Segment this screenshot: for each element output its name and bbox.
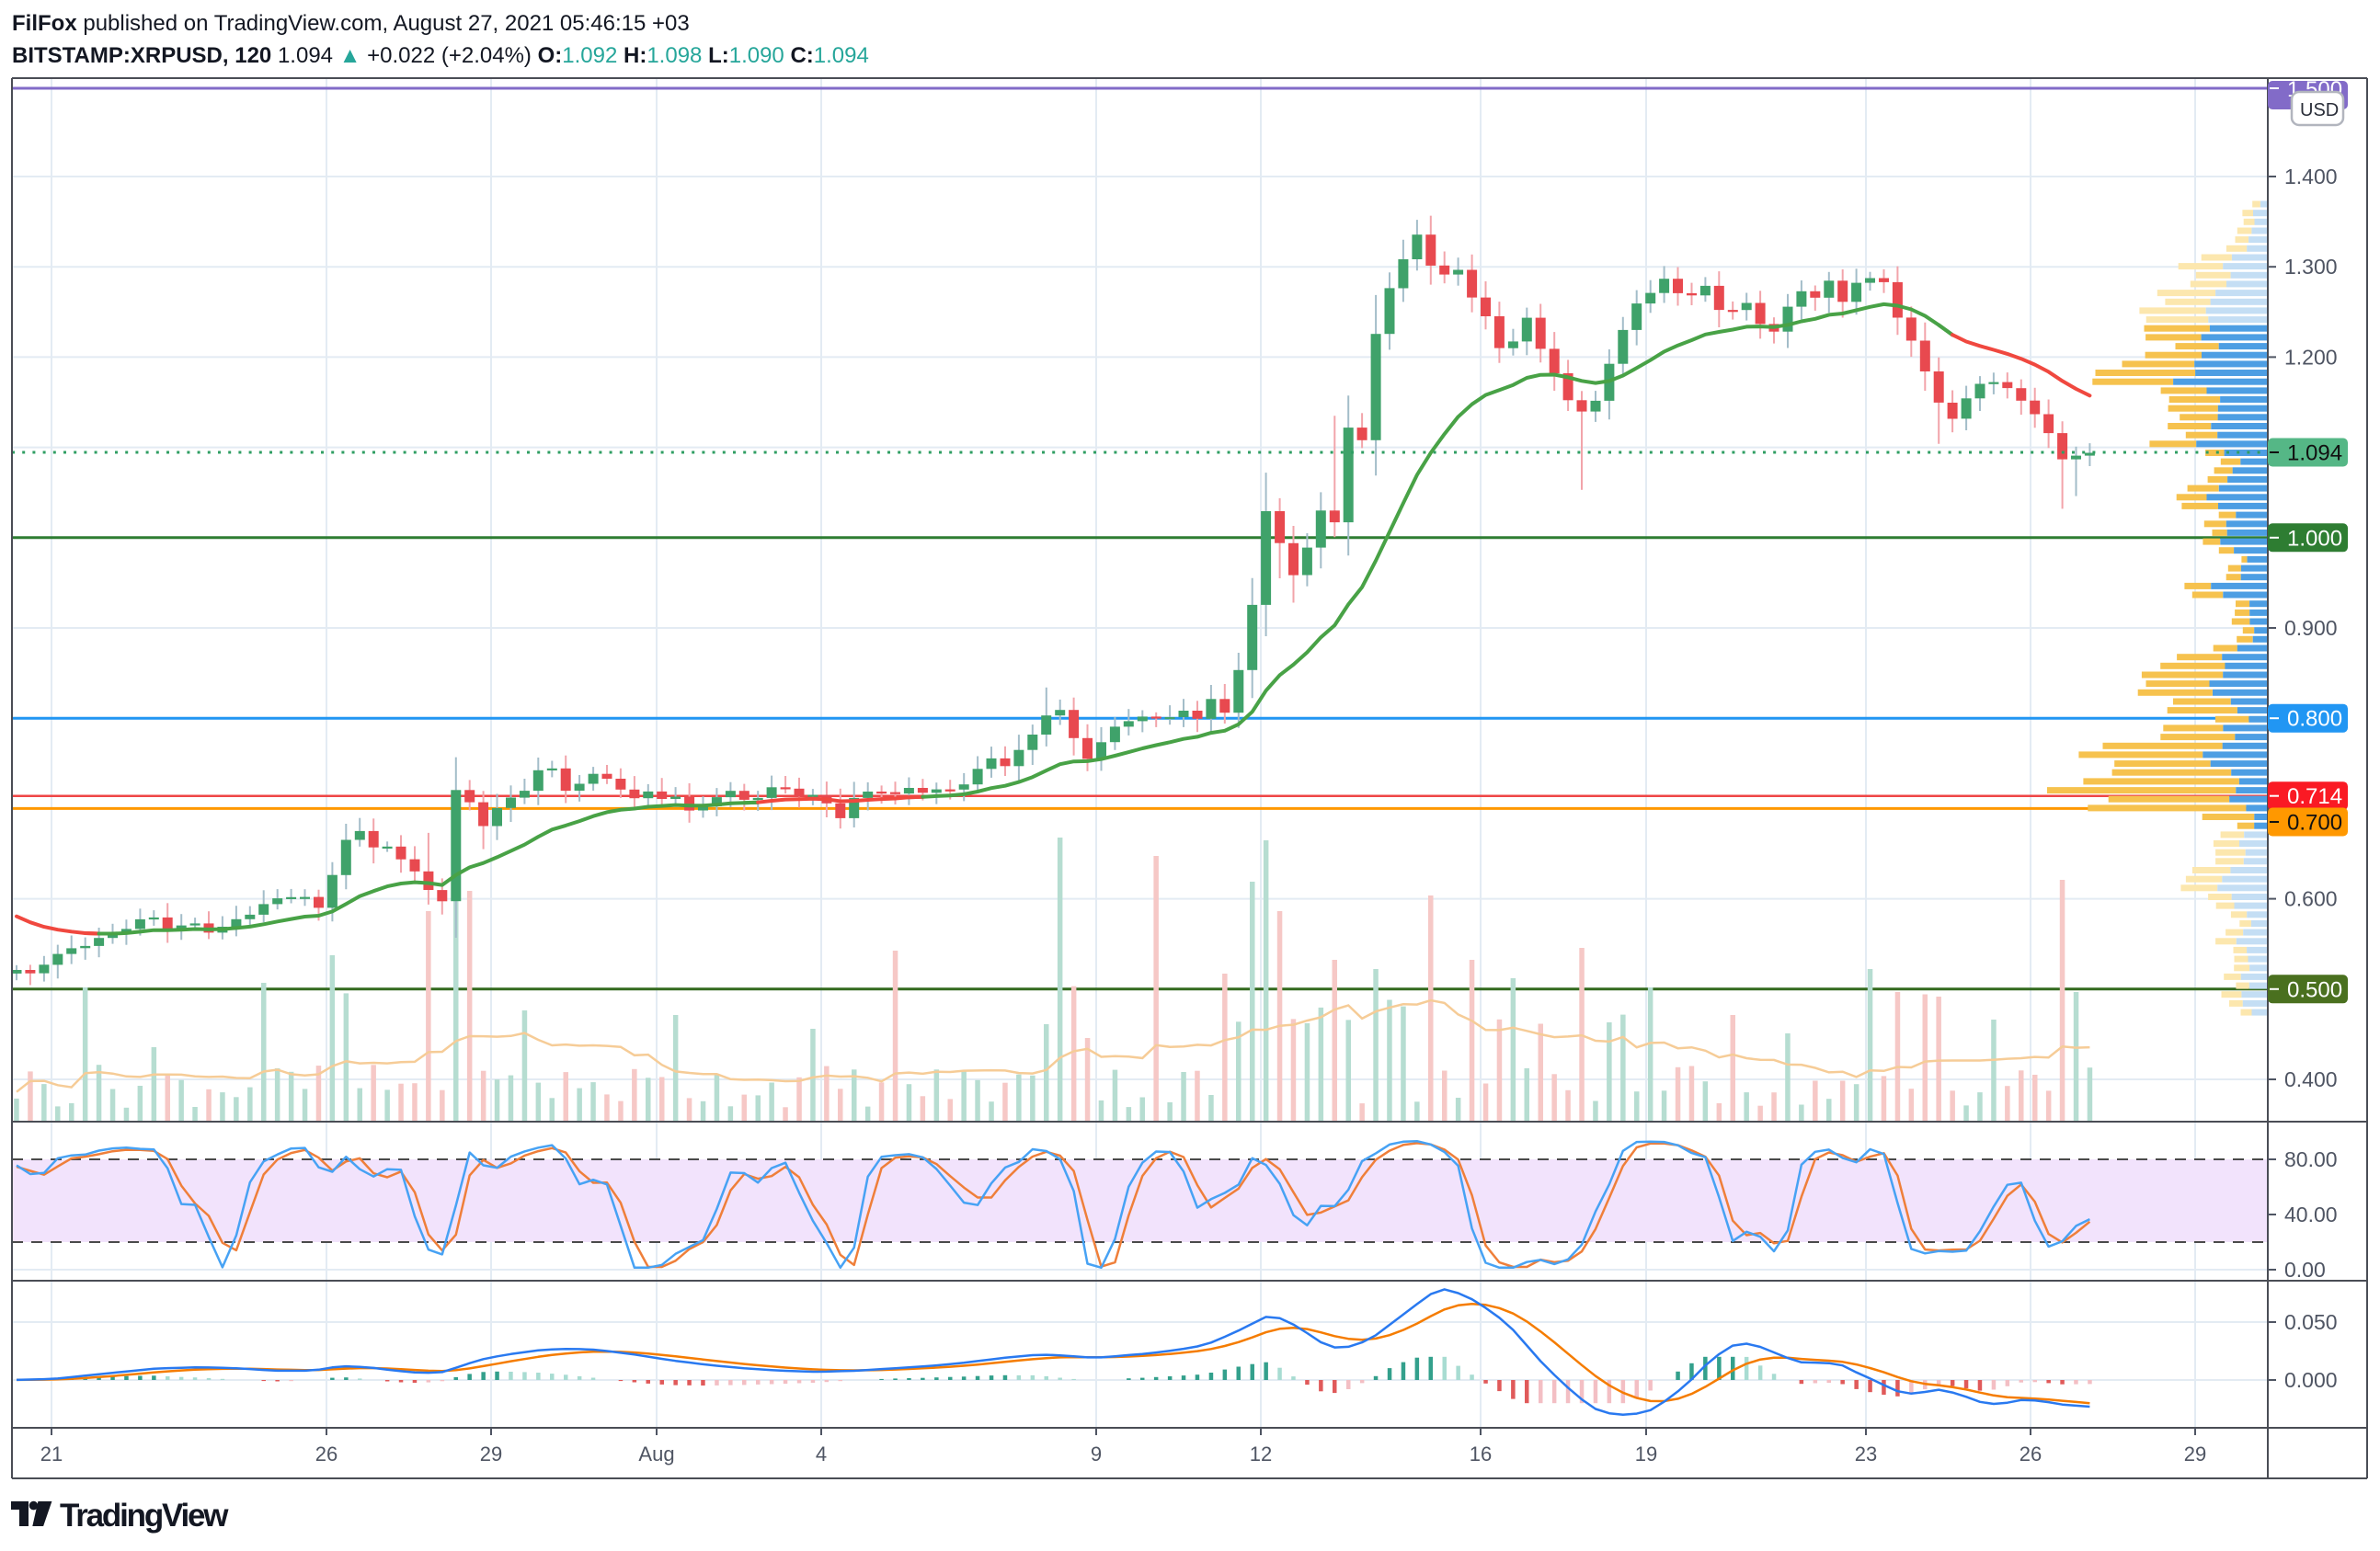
svg-text:1.400: 1.400: [2284, 165, 2338, 188]
svg-text:0.800: 0.800: [2287, 707, 2342, 732]
svg-text:0.600: 0.600: [2284, 887, 2338, 911]
svg-text:21: 21: [40, 1443, 63, 1465]
svg-text:1.000: 1.000: [2287, 526, 2342, 551]
svg-text:1.200: 1.200: [2284, 345, 2338, 369]
svg-text:80.00: 80.00: [2284, 1147, 2338, 1171]
svg-text:0.900: 0.900: [2284, 616, 2338, 640]
svg-text:0.700: 0.700: [2287, 811, 2342, 836]
svg-text:BITSTAMP:XRPUSD, 120 1.094 ▲: BITSTAMP:XRPUSD, 120 1.094 ▲ +0.022 (+2.…: [12, 43, 869, 68]
svg-text:26: 26: [315, 1443, 338, 1465]
svg-text:16: 16: [1470, 1443, 1492, 1465]
svg-text:1.300: 1.300: [2284, 255, 2338, 279]
svg-text:4: 4: [816, 1443, 827, 1465]
svg-text:12: 12: [1250, 1443, 1272, 1465]
svg-text:0.500: 0.500: [2287, 977, 2342, 1002]
svg-text:0.400: 0.400: [2284, 1067, 2338, 1091]
svg-text:9: 9: [1091, 1443, 1102, 1465]
svg-text:23: 23: [1855, 1443, 1877, 1465]
svg-text:26: 26: [2020, 1443, 2042, 1465]
svg-text:29: 29: [480, 1443, 502, 1465]
svg-text:TradingView: TradingView: [60, 1498, 229, 1534]
svg-text:FilFox published on TradingVie: FilFox published on TradingView.com, Aug…: [12, 11, 690, 36]
svg-text:0.050: 0.050: [2284, 1310, 2338, 1334]
svg-text:Aug: Aug: [638, 1443, 674, 1465]
svg-text:0.00: 0.00: [2284, 1258, 2326, 1282]
svg-text:0.000: 0.000: [2284, 1368, 2338, 1392]
svg-text:40.00: 40.00: [2284, 1203, 2338, 1226]
svg-text:29: 29: [2184, 1443, 2206, 1465]
svg-text:1.094: 1.094: [2287, 441, 2342, 466]
svg-text:USD: USD: [2300, 100, 2339, 120]
svg-text:0.714: 0.714: [2287, 784, 2342, 809]
svg-text:19: 19: [1635, 1443, 1657, 1465]
